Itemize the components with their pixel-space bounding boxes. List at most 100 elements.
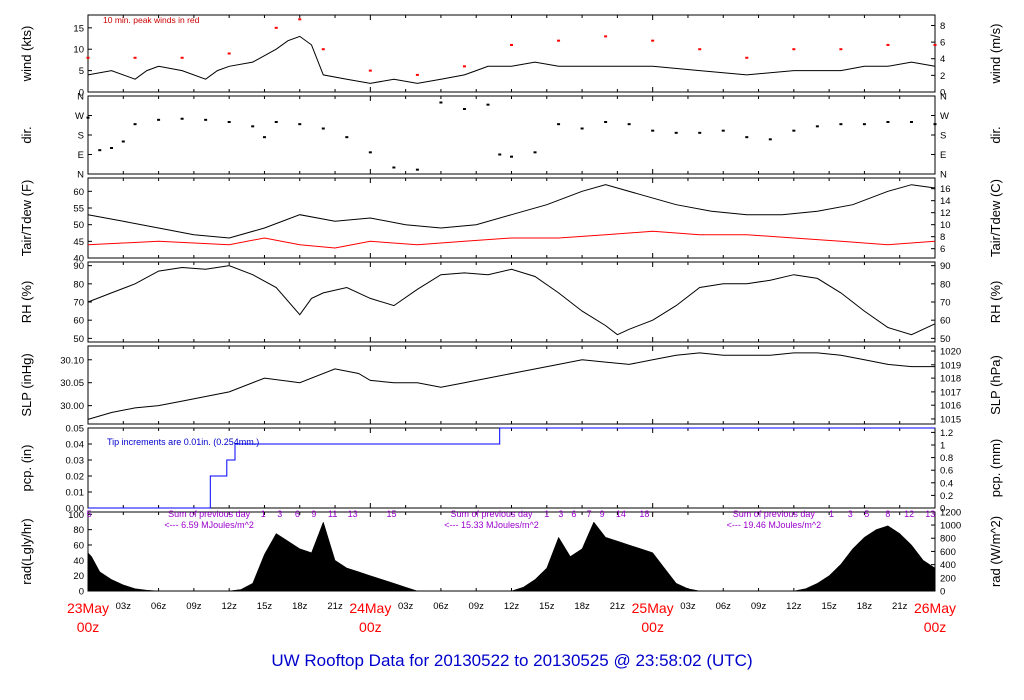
y-tick-label-right: 1200 (940, 507, 961, 518)
y-tick-label-left: 80 (73, 525, 84, 536)
radiation-hour-label: 1 (261, 509, 266, 519)
y-tick-label-right: 14 (940, 196, 951, 207)
data-point (651, 39, 655, 42)
data-point (792, 48, 796, 51)
series-line-slp-0 (87, 352, 935, 420)
radiation-hour-label: 3 (558, 509, 563, 519)
data-point (886, 43, 890, 46)
data-point (768, 138, 772, 141)
y-tick-label-right: 12 (940, 208, 951, 219)
data-point (86, 56, 90, 59)
y-tick-label-right: 0 (940, 504, 945, 515)
radiation-hour-label: 9 (600, 509, 605, 519)
y-tick-label-left: 0.03 (66, 456, 85, 467)
data-point (815, 125, 819, 128)
time-tick-label: 06z (716, 601, 732, 612)
panel-frame (87, 14, 936, 93)
day-date-label: 23May (67, 600, 109, 616)
y-tick-label-left: S (78, 131, 84, 142)
data-point (204, 118, 208, 121)
radiation-hour-label: 8 (885, 509, 890, 519)
y-axis-title-right: Tair/Tdew (C) (988, 179, 1003, 257)
panel-annotation-pcp: Tip increments are 0.01in. (0.254mm.) (107, 437, 259, 447)
data-point (510, 43, 513, 46)
y-tick-label-left: 60 (73, 540, 84, 551)
y-tick-label-left: 0.01 (66, 488, 85, 499)
radiation-hour-label: 7 (587, 509, 592, 519)
y-tick-label-left: 30.10 (60, 355, 84, 366)
y-axis-title-left: rad(Lgly/hr) (19, 518, 34, 584)
data-point (368, 151, 372, 154)
data-point (110, 147, 114, 149)
time-tick-label: 03z (680, 601, 696, 612)
radiation-hour-label: 14 (616, 509, 626, 519)
panel-slp: 30.00 30.05 30.10 1015 1016 1017 1018 1019 1020 S… (19, 345, 1003, 425)
y-tick-label-left: N (77, 170, 84, 181)
y-tick-label-right: 1018 (940, 374, 961, 385)
y-tick-label-right: W (940, 111, 949, 122)
data-point (180, 117, 184, 120)
radiation-day-sum-heading: Sum of previous day (733, 509, 816, 519)
y-tick-label-left: 40 (73, 556, 84, 567)
data-point (251, 125, 255, 128)
time-tick-label: 18z (857, 601, 873, 612)
time-tick-label: 18z (574, 601, 590, 612)
data-point (86, 116, 90, 119)
y-tick-label-right: N (940, 92, 947, 103)
series-line-pcp-0 (88, 427, 935, 509)
y-tick-label-left: 50 (73, 334, 84, 345)
y-tick-label-left: E (78, 150, 84, 161)
data-point (651, 129, 655, 132)
data-point (415, 73, 419, 76)
y-axis-title-left: wind (kts) (19, 26, 34, 83)
y-tick-label-right: 1.2 (940, 428, 953, 439)
day-hour-label: 00z (641, 619, 664, 635)
y-tick-label-right: 800 (940, 534, 956, 545)
time-tick-label: 09z (469, 601, 485, 612)
day-date-label: 24May (349, 600, 391, 616)
data-point (698, 48, 702, 51)
data-point (98, 149, 102, 152)
y-tick-label-right: 2 (940, 71, 945, 82)
radiation-hour-label: 13 (925, 509, 935, 519)
data-point (439, 101, 443, 104)
data-point (604, 35, 608, 38)
data-point (580, 127, 584, 130)
day-hour-label: 00z (77, 619, 100, 635)
data-point (180, 56, 184, 59)
y-tick-label-left: 0.05 (66, 424, 85, 435)
y-tick-label-left: 50 (73, 220, 84, 231)
data-point (533, 151, 537, 154)
data-point (133, 56, 137, 59)
data-point (557, 39, 561, 42)
time-tick-label: 12z (786, 601, 802, 612)
time-tick-label: 03z (116, 601, 132, 612)
data-point (298, 123, 302, 126)
data-point (557, 123, 561, 126)
data-point (462, 65, 466, 68)
y-tick-label-left: 30.05 (60, 378, 84, 389)
y-tick-label-right: 400 (940, 560, 956, 571)
y-tick-label-right: 16 (940, 184, 951, 195)
y-tick-label-right: 4 (940, 54, 945, 65)
panel-pcp: 0.00 0.01 0.02 0.03 0.04 0.05 0 0.2 0.40.6 0.81 1.… (19, 424, 1003, 515)
y-tick-label-left: 55 (73, 204, 84, 215)
data-point (274, 121, 278, 123)
radiation-hour-label: 6 (571, 509, 576, 519)
data-point (721, 129, 725, 132)
y-axis-title-right: RH (%) (988, 281, 1003, 324)
y-tick-label-right: 0.4 (940, 478, 953, 489)
data-point (262, 136, 266, 139)
data-point (839, 123, 843, 126)
radiation-hour-label: 1 (829, 509, 834, 519)
data-point (227, 121, 231, 123)
radiation-day-sum-heading: Sum of previous day (168, 509, 251, 519)
data-point (698, 131, 702, 134)
data-point (345, 136, 349, 139)
y-tick-label-right: 50 (940, 334, 951, 345)
time-tick-label: 12z (504, 601, 520, 612)
data-point (392, 166, 396, 169)
radiation-hour-label: 5 (87, 509, 92, 519)
